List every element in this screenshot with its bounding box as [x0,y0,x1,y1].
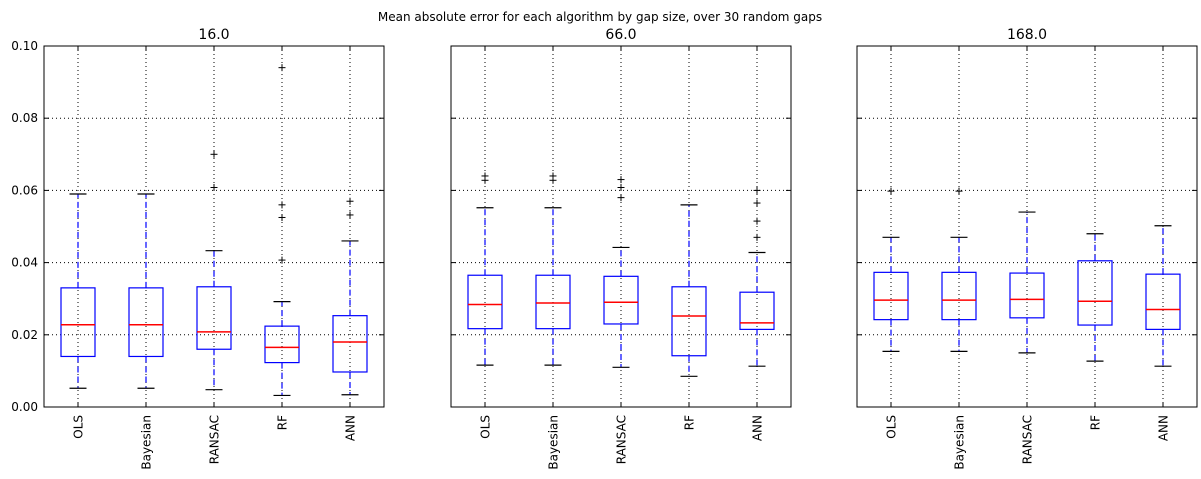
panel-3: OLS Bayesian RANSAC RF ANN 168.0 [856,27,1198,470]
box-body [196,286,232,350]
y-tick-label: 0.00 [11,400,38,414]
box-body [264,325,300,364]
y-tick-label: 0.04 [11,256,38,270]
y-tick-label: 0.02 [11,328,38,342]
flier-marker [278,256,286,264]
flier-marker [617,194,625,202]
box-bayesian [128,193,164,389]
box-ransac [603,176,639,368]
x-tick-label: OLS [479,415,493,439]
flier-marker [278,213,286,221]
box-ols [467,172,503,366]
box-body [873,271,909,321]
panel-2: OLS Bayesian RANSAC RF ANN 66.0 [450,27,792,470]
box-ann [1145,225,1181,367]
panel-1: OLS Bayesian RANSAC RF ANN 0.00 0.02 0.04 0.06 0.… [11,27,385,470]
flier-marker [278,64,286,72]
box-body [739,291,775,330]
box-body [535,274,571,330]
plot-frame [43,45,385,408]
y-tick-label: 0.06 [11,183,38,197]
box-rf [264,64,300,397]
box-body [1145,273,1181,330]
y-tick-label: 0.10 [11,39,38,53]
box-ransac [196,150,232,391]
x-tick-label: OLS [72,415,86,439]
box-bayesian [941,187,977,353]
box-body [128,287,164,358]
flier-marker [753,233,761,241]
x-tick-label: RANSAC [208,415,222,464]
flier-marker [617,184,625,192]
flier-marker [887,187,895,195]
flier-marker [955,187,963,195]
x-tick-label: RANSAC [1021,415,1035,464]
box-body [603,275,639,325]
flier-marker [346,197,354,205]
box-ols [873,187,909,353]
flier-marker [481,172,489,180]
box-body [1077,260,1113,326]
figure-title: Mean absolute error for each algorithm b… [378,10,822,24]
box-body [467,274,503,330]
box-rf [671,204,707,377]
x-tick-label: ANN [344,415,358,441]
flier-marker [210,150,218,158]
x-tick-label: ANN [1157,415,1171,441]
x-tick-label: RF [1089,415,1103,430]
flier-marker [753,217,761,225]
x-tick-label: RF [683,415,697,430]
flier-marker [210,184,218,192]
y-tick-label: 0.08 [11,111,38,125]
box-ann [332,197,368,396]
flier-marker [549,172,557,180]
x-tick-label: Bayesian [140,415,154,470]
box-ann [739,186,775,367]
x-tick-label: ANN [751,415,765,441]
panels: OLS Bayesian RANSAC RF ANN 0.00 0.02 0.04 0.06 0.… [11,27,1198,470]
box-body [671,286,707,357]
box-body [332,315,368,373]
x-tick-label: Bayesian [547,415,561,470]
x-tick-label: RF [276,415,290,430]
box-body [1009,272,1045,319]
box-rf [1077,233,1113,362]
x-tick-label: OLS [885,415,899,439]
x-tick-label: RANSAC [615,415,629,464]
box-bayesian [535,172,571,366]
x-tick-label: Bayesian [953,415,967,470]
flier-marker [278,201,286,209]
plot-frame [450,45,792,408]
box-ols [60,193,96,389]
panel-title: 168.0 [1007,27,1047,43]
box-body [60,287,96,358]
box-ransac [1009,211,1045,354]
plot-frame [856,45,1198,408]
flier-marker [346,211,354,219]
flier-marker [753,186,761,194]
flier-marker [617,176,625,184]
flier-marker [753,199,761,207]
panel-title: 16.0 [198,27,229,43]
panel-title: 66.0 [605,27,636,43]
box-body [941,271,977,321]
